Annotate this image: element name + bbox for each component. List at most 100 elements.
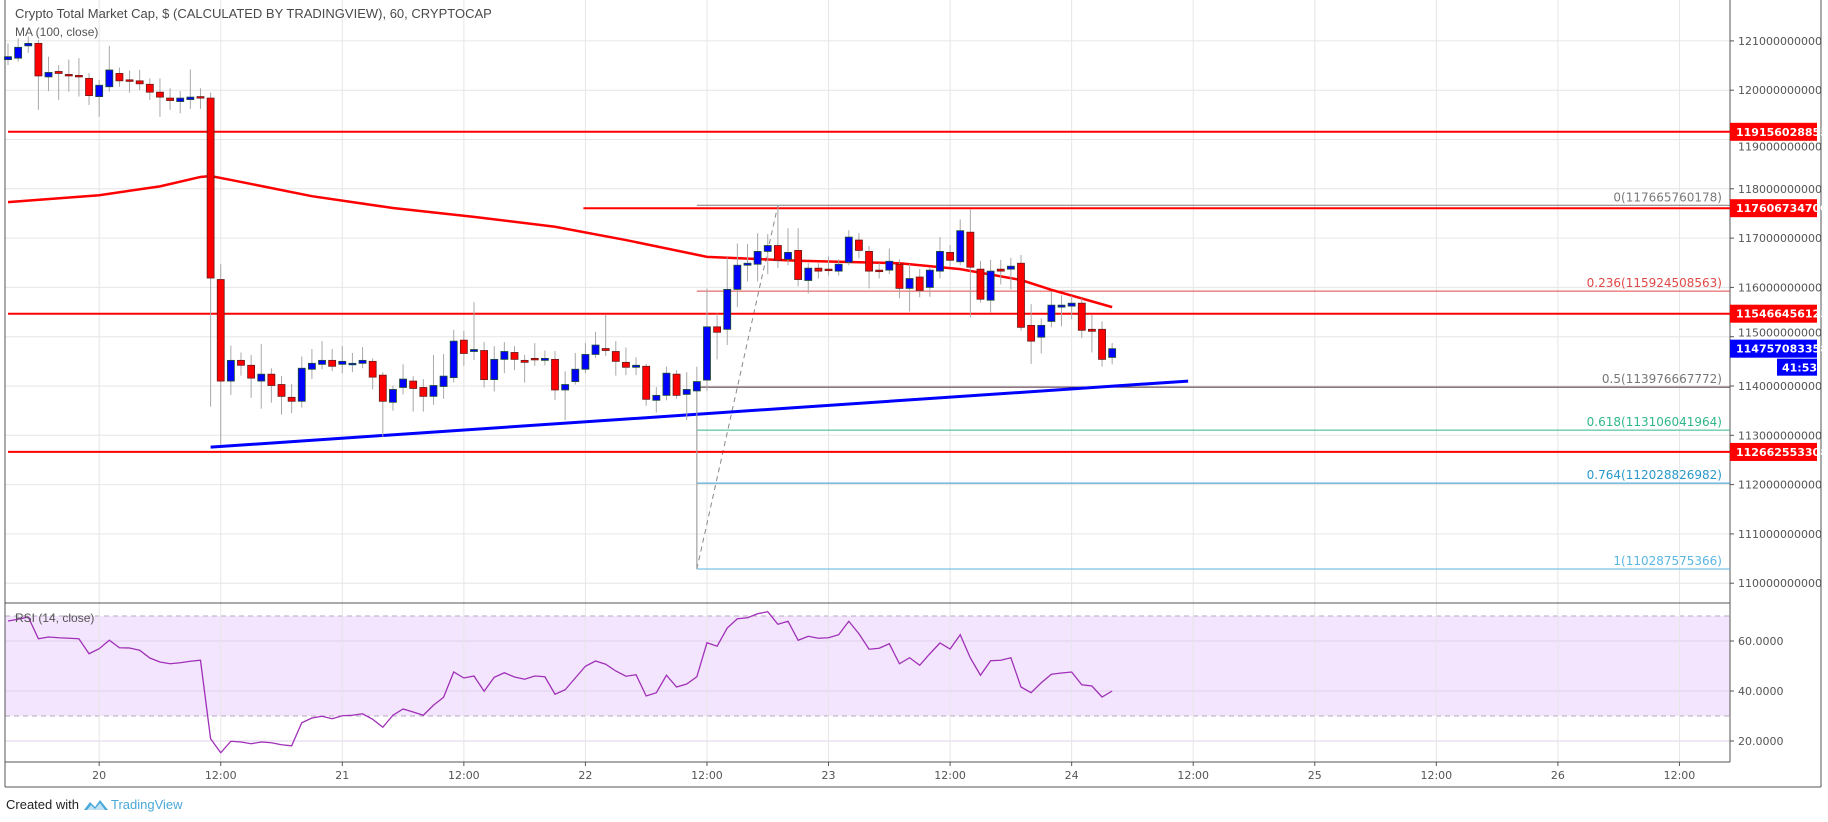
candle-body xyxy=(763,245,772,252)
candle-body xyxy=(135,80,144,85)
rsi-band xyxy=(5,616,1730,716)
rsi-axis-label: 40.0000 xyxy=(1738,685,1784,698)
candle-body xyxy=(581,354,590,370)
candle-body xyxy=(1027,324,1036,342)
candle-body xyxy=(814,267,823,272)
candle-body xyxy=(591,344,600,355)
candle-body xyxy=(247,364,256,379)
candle-body xyxy=(865,251,873,272)
candle-body xyxy=(510,352,519,360)
candle-body xyxy=(855,239,863,251)
rsi-axis-label: 60.0000 xyxy=(1738,635,1784,648)
time-axis-label: 20 xyxy=(92,769,106,782)
candle-body xyxy=(348,362,357,366)
ascending-trendline[interactable] xyxy=(210,379,1189,449)
time-axis-label: 22 xyxy=(578,769,592,782)
countdown-badge xyxy=(1777,358,1817,376)
candle-body xyxy=(85,77,93,97)
candle-body xyxy=(703,326,711,381)
fib-trend-dashed-line xyxy=(696,205,779,570)
rsi-indicator-label[interactable]: RSI (14, close) xyxy=(15,611,95,625)
candle-body xyxy=(176,97,185,102)
candle-body xyxy=(753,251,762,265)
candle-body xyxy=(14,46,23,59)
fib-level-label: 1(110287575366) xyxy=(1613,554,1722,568)
candle-body xyxy=(561,384,570,391)
candle-body xyxy=(571,368,580,382)
time-axis-label: 12:00 xyxy=(205,769,237,782)
price-axis-label: 119000000000 xyxy=(1738,141,1822,154)
rsi-line xyxy=(7,611,1113,754)
price-axis-label: 115000000000 xyxy=(1738,327,1822,340)
candle-body xyxy=(915,276,924,291)
time-axis-label: 25 xyxy=(1308,769,1322,782)
candle-body xyxy=(672,373,681,396)
rsi-axis-label: 20.0000 xyxy=(1738,735,1784,748)
candle-body xyxy=(318,359,326,365)
candle-body xyxy=(389,389,397,403)
candle-body xyxy=(642,365,651,400)
fib-level-label: 0(117665760178) xyxy=(1613,190,1722,204)
candle-body xyxy=(64,74,73,77)
candle-body xyxy=(530,357,539,361)
price-axis-label: 121000000000 xyxy=(1738,35,1822,48)
time-axis-label: 23 xyxy=(822,769,836,782)
price-axis-label: 112000000000 xyxy=(1738,479,1822,492)
price-axis-label: 111000000000 xyxy=(1738,528,1822,541)
candle-body xyxy=(743,262,752,266)
candle-body xyxy=(328,359,337,367)
candle-body xyxy=(905,278,914,289)
candle-body xyxy=(277,384,286,397)
level-price-label: 117606734700 xyxy=(1736,202,1828,215)
candle-body xyxy=(662,372,671,396)
candle-body xyxy=(429,385,438,397)
candle-body xyxy=(966,231,975,268)
candle-body xyxy=(976,268,985,300)
candle-body xyxy=(338,360,347,365)
price-axis-label: 110000000000 xyxy=(1738,577,1822,590)
candle-body xyxy=(24,42,33,47)
tradingview-link[interactable]: TradingView xyxy=(83,797,183,812)
candle-body xyxy=(500,351,509,360)
level-price-label: 115466456125 xyxy=(1736,308,1828,321)
candle-countdown-label: 41:53 xyxy=(1782,362,1817,375)
candle-body xyxy=(652,394,661,401)
candle-body xyxy=(307,362,316,370)
candle-body xyxy=(105,69,114,88)
candle-body xyxy=(1006,265,1015,270)
time-axis-label: 12:00 xyxy=(934,769,966,782)
candle-body xyxy=(611,351,620,362)
time-axis-label: 12:00 xyxy=(691,769,723,782)
candle-body xyxy=(226,359,235,382)
candle-body xyxy=(1067,302,1076,307)
candle-body xyxy=(257,373,266,382)
candle-body xyxy=(622,361,630,368)
candle-body xyxy=(834,263,843,272)
fib-level-label: 0.618(113106041964) xyxy=(1587,415,1722,429)
candle-body xyxy=(459,339,468,354)
candle-body xyxy=(44,72,53,78)
candle-body xyxy=(540,357,549,361)
candle-body xyxy=(125,79,134,82)
candle-body xyxy=(95,84,104,98)
tradingview-logo-icon xyxy=(83,799,108,810)
candle-body xyxy=(996,268,1005,272)
candle-body xyxy=(4,56,12,61)
time-axis-label: 24 xyxy=(1065,769,1079,782)
price-axis-label: 120000000000 xyxy=(1738,84,1822,97)
tradingview-brand: TradingView xyxy=(110,797,183,812)
candle-body xyxy=(824,268,833,272)
candle-body xyxy=(399,378,407,388)
time-axis-label: 21 xyxy=(335,769,349,782)
candle-body xyxy=(713,326,721,333)
candle-body xyxy=(287,396,296,402)
ma-indicator-label[interactable]: MA (100, close) xyxy=(15,25,99,39)
level-price-badge xyxy=(1730,122,1817,141)
price-axis-label: 114000000000 xyxy=(1738,380,1822,393)
candle-body xyxy=(480,350,489,380)
candle-body xyxy=(885,260,894,271)
candle-body xyxy=(34,42,43,77)
candle-body xyxy=(723,288,732,330)
fib-level-label: 0.5(113976667772) xyxy=(1602,372,1722,386)
